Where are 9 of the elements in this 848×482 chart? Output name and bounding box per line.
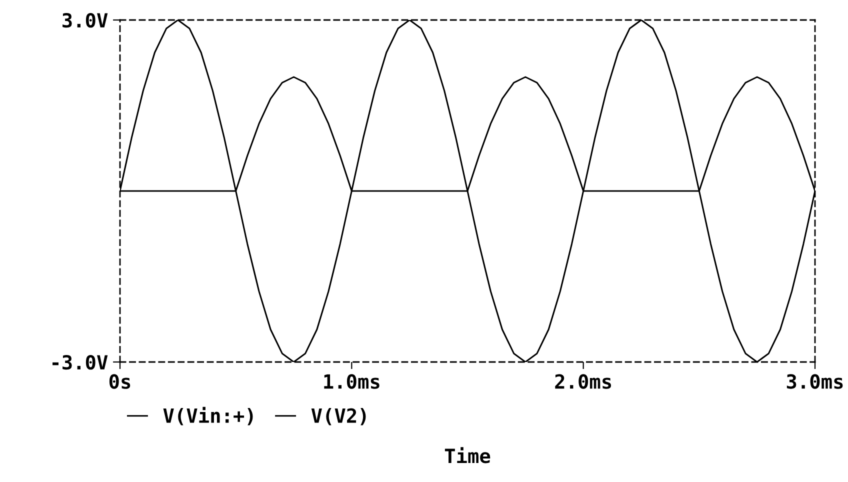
x-tick-label: 2.0ms (555, 374, 612, 389)
legend-label: V(V2) (311, 408, 366, 426)
y-tick-label: 3.0V (62, 12, 108, 28)
x-axis-title: Time (444, 447, 490, 464)
y-tick-label: -3.0V (52, 354, 108, 370)
x-tick-label: 1.0ms (324, 374, 380, 389)
legend-label: V(Vin:+) (163, 406, 253, 426)
x-tick-label: 3.0ms (786, 374, 843, 389)
x-tick-label: 0s (109, 374, 130, 389)
